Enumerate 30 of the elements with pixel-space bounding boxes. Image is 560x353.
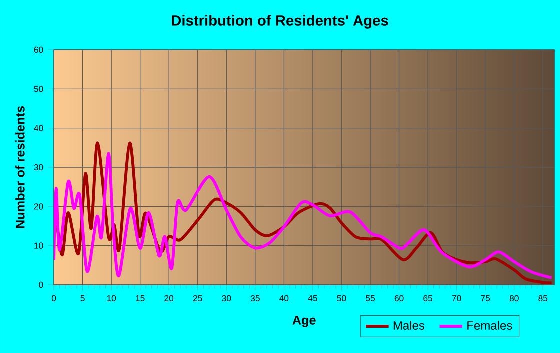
x-axis-title: Age: [292, 316, 316, 328]
x-tick-label: 15: [136, 295, 145, 302]
x-tick-label: 5: [80, 295, 85, 302]
y-tick-label: 10: [34, 242, 44, 249]
x-tick-label: 30: [222, 295, 232, 302]
x-tick-label: 45: [308, 295, 318, 302]
x-tick-label: 85: [538, 295, 548, 302]
x-tick-label: 35: [250, 295, 260, 302]
x-tick-label: 40: [280, 295, 289, 302]
y-axis-title: Number of residents: [16, 106, 25, 228]
x-tick-label: 25: [193, 295, 202, 302]
y-tick-label: 20: [34, 204, 44, 210]
x-tick-label: 0: [52, 295, 56, 302]
x-tick-label: 20: [164, 295, 174, 302]
y-tick-label: 50: [34, 86, 44, 92]
legend-label: Females: [468, 321, 512, 330]
x-tick-label: 75: [481, 295, 490, 302]
y-tick-label: 0: [39, 282, 44, 288]
x-tick-label: 10: [107, 295, 116, 302]
y-tick-label: 60: [34, 46, 44, 54]
x-tick-label: 55: [366, 295, 375, 302]
x-tick-label: 50: [337, 295, 346, 302]
chart-title: Distribution of Residents' Ages: [172, 15, 388, 29]
y-tick-label: 30: [34, 164, 44, 171]
legend-label: Males: [394, 321, 425, 330]
x-tick-label: 60: [394, 295, 404, 302]
y-tick-label: 40: [34, 125, 44, 132]
x-tick-label: 80: [510, 295, 519, 302]
x-tick-label: 70: [452, 295, 462, 302]
x-tick-label: 65: [424, 295, 432, 302]
